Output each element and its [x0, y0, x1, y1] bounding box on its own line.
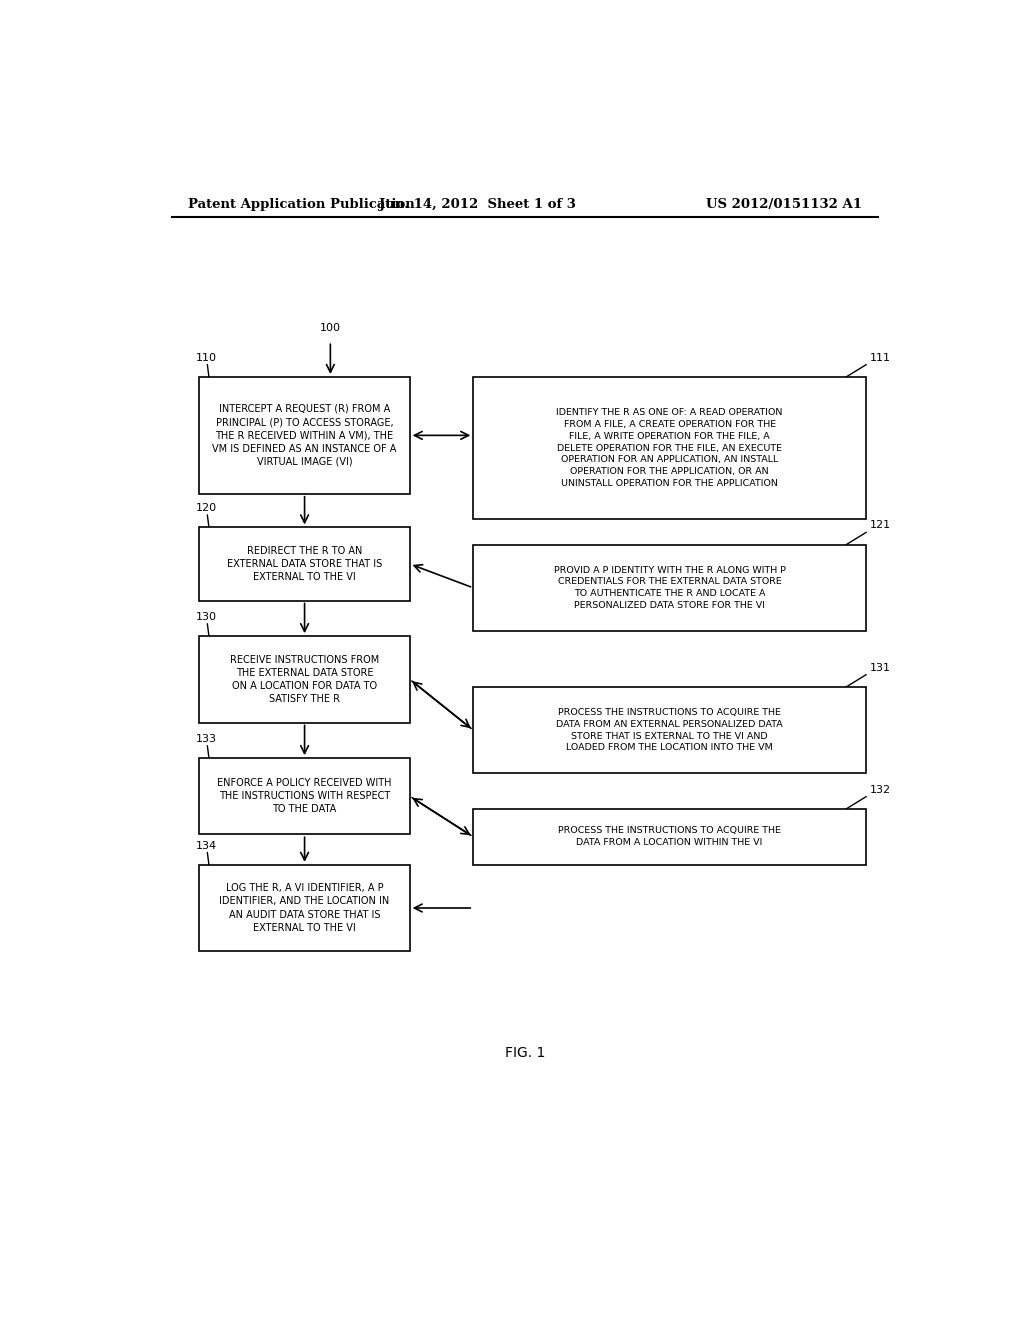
Text: 130: 130 — [196, 612, 216, 622]
Bar — [200, 636, 410, 722]
Text: 134: 134 — [196, 841, 217, 850]
Text: 110: 110 — [196, 352, 216, 363]
Text: 100: 100 — [319, 323, 341, 333]
Text: 121: 121 — [870, 520, 891, 531]
Bar — [473, 686, 866, 774]
Text: RECEIVE INSTRUCTIONS FROM
THE EXTERNAL DATA STORE
ON A LOCATION FOR DATA TO
SATI: RECEIVE INSTRUCTIONS FROM THE EXTERNAL D… — [230, 655, 379, 704]
Bar — [200, 378, 410, 494]
Text: 132: 132 — [870, 784, 891, 795]
Text: LOG THE R, A VI IDENTIFIER, A P
IDENTIFIER, AND THE LOCATION IN
AN AUDIT DATA ST: LOG THE R, A VI IDENTIFIER, A P IDENTIFI… — [219, 883, 390, 933]
Text: IDENTIFY THE R AS ONE OF: A READ OPERATION
FROM A FILE, A CREATE OPERATION FOR T: IDENTIFY THE R AS ONE OF: A READ OPERATI… — [556, 408, 782, 488]
Bar — [200, 758, 410, 834]
Text: 131: 131 — [870, 663, 891, 673]
Bar — [200, 865, 410, 952]
Text: FIG. 1: FIG. 1 — [505, 1045, 545, 1060]
Text: PROCESS THE INSTRUCTIONS TO ACQUIRE THE
DATA FROM A LOCATION WITHIN THE VI: PROCESS THE INSTRUCTIONS TO ACQUIRE THE … — [558, 826, 781, 847]
Bar — [473, 545, 866, 631]
Text: ENFORCE A POLICY RECEIVED WITH
THE INSTRUCTIONS WITH RESPECT
TO THE DATA: ENFORCE A POLICY RECEIVED WITH THE INSTR… — [217, 777, 392, 814]
Text: US 2012/0151132 A1: US 2012/0151132 A1 — [707, 198, 862, 211]
Text: 133: 133 — [196, 734, 216, 744]
Text: 111: 111 — [870, 352, 891, 363]
Text: INTERCEPT A REQUEST (R) FROM A
PRINCIPAL (P) TO ACCESS STORAGE,
THE R RECEIVED W: INTERCEPT A REQUEST (R) FROM A PRINCIPAL… — [212, 404, 396, 467]
Text: PROCESS THE INSTRUCTIONS TO ACQUIRE THE
DATA FROM AN EXTERNAL PERSONALIZED DATA
: PROCESS THE INSTRUCTIONS TO ACQUIRE THE … — [556, 708, 783, 752]
Text: REDIRECT THE R TO AN
EXTERNAL DATA STORE THAT IS
EXTERNAL TO THE VI: REDIRECT THE R TO AN EXTERNAL DATA STORE… — [227, 545, 382, 582]
Text: 120: 120 — [196, 503, 217, 513]
Text: Jun. 14, 2012  Sheet 1 of 3: Jun. 14, 2012 Sheet 1 of 3 — [379, 198, 575, 211]
Bar — [473, 378, 866, 519]
Bar — [473, 809, 866, 865]
Bar — [200, 528, 410, 601]
Text: Patent Application Publication: Patent Application Publication — [187, 198, 415, 211]
Text: PROVID A P IDENTITY WITH THE R ALONG WITH P
CREDENTIALS FOR THE EXTERNAL DATA ST: PROVID A P IDENTITY WITH THE R ALONG WIT… — [554, 566, 785, 610]
